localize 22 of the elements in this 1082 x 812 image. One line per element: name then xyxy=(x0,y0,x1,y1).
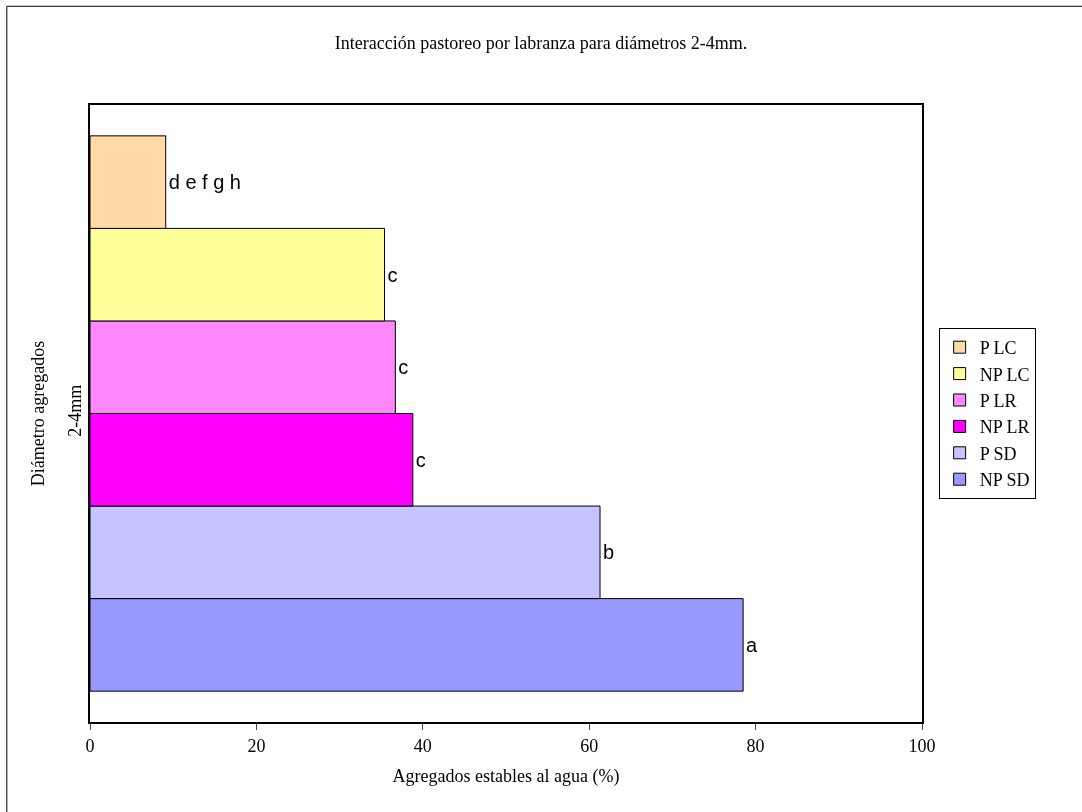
data-label: d e f g h xyxy=(168,171,241,194)
x-tick-label: 60 xyxy=(580,735,599,756)
x-tick-label: 40 xyxy=(413,735,432,756)
legend-label: P LC xyxy=(979,338,1017,359)
y-tick-label: 2-4mm xyxy=(64,384,85,437)
legend-label: NP SD xyxy=(979,470,1030,491)
x-tick-label: 0 xyxy=(85,735,95,756)
x-tick-label: 80 xyxy=(746,735,765,756)
legend-label: P LR xyxy=(979,391,1017,412)
data-label: c xyxy=(415,448,426,471)
data-label: c xyxy=(387,263,398,286)
x-axis-title: Agregados estables al agua (%) xyxy=(392,766,620,788)
chart-title: Interacción pastoreo por labranza para diámetros 2-4mm. xyxy=(334,33,748,54)
legend-label: NP LC xyxy=(979,364,1030,385)
x-tick-label: 100 xyxy=(908,735,936,756)
legend-label: P SD xyxy=(979,443,1017,464)
data-label: c xyxy=(398,356,409,379)
legend-label: NP LR xyxy=(979,417,1030,438)
data-label: b xyxy=(603,541,615,564)
data-label: a xyxy=(746,633,759,656)
y-axis-title: Diámetro agregados xyxy=(28,340,49,487)
x-tick-label: 20 xyxy=(247,735,266,756)
